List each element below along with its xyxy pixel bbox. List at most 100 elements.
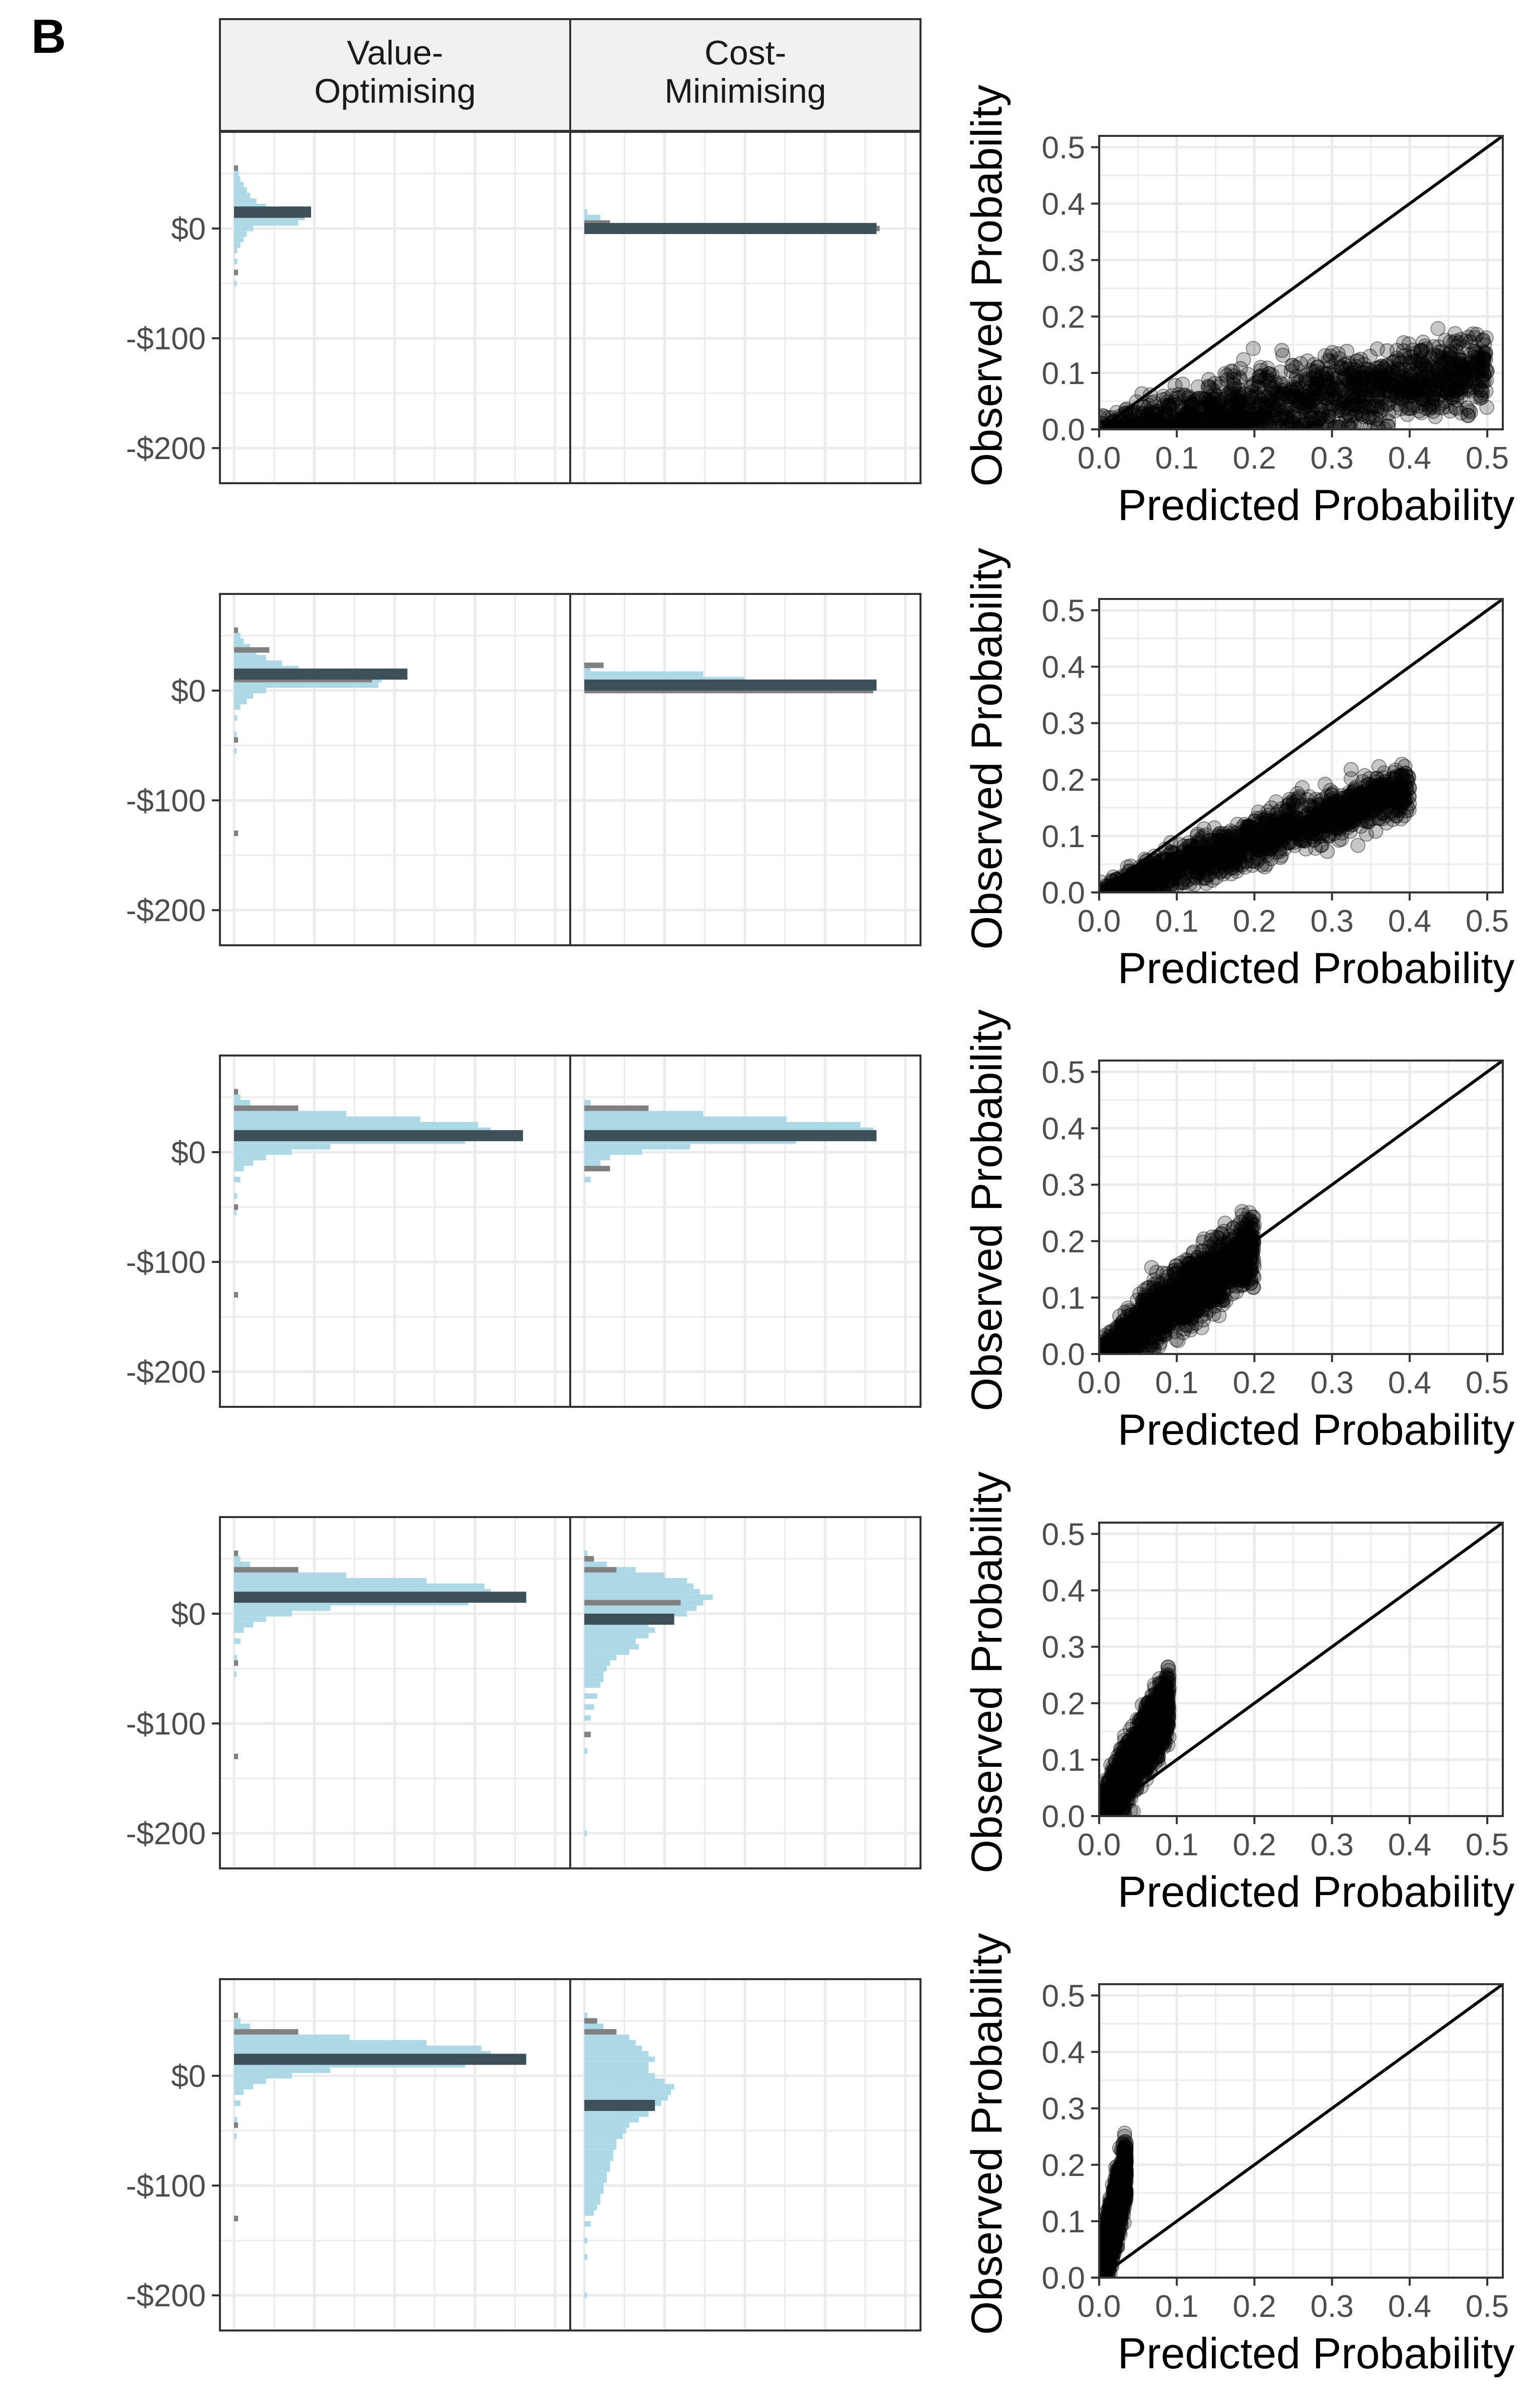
scatter-point [1449,392,1465,408]
scatter-point [1465,326,1481,342]
scatter-point [1120,419,1136,429]
scatter-point [1462,365,1478,381]
scatter-point [1370,365,1386,381]
histogram-grey-bar [234,1660,238,1666]
scatter-point [1342,408,1358,423]
scatter-point [1404,363,1420,379]
scatter-point [1388,403,1403,419]
scatter-point [1297,417,1313,429]
scatter-point [1151,420,1167,429]
scatter-point [1286,792,1301,807]
scatter-point [1424,368,1440,384]
scatter-point [1331,394,1346,409]
scatter-point [1364,364,1379,380]
scatter-point [1202,419,1218,429]
scatter-point [1210,397,1226,413]
scatter-point [1415,334,1431,350]
scatter-point [1209,403,1224,419]
facet-strip-label: Minimising [664,72,826,110]
scatter-point [1158,412,1173,427]
scatter-point [1281,390,1296,405]
scatter-point [1376,390,1392,406]
scatter-point [1426,387,1441,403]
scatter-point [1454,371,1470,387]
scatter-point [1479,364,1495,380]
scatter-point [1442,362,1458,378]
scatter-point [1300,397,1316,413]
histogram-bar [234,220,298,226]
scatter-point [1275,347,1291,363]
scatter-point [1456,339,1472,355]
scatter-point [1451,351,1467,367]
scatter-point [1389,350,1405,366]
histogram-bar [234,1671,237,1677]
scatter-point [1168,411,1183,426]
scatter-point [1289,368,1305,384]
scatter-point [1207,375,1222,391]
scatter-point [1341,355,1357,371]
histogram-bar [584,1748,588,1754]
scatter-point [1398,384,1414,399]
scatter-point [1320,373,1336,389]
x-tick-label: 0.3 [1311,441,1354,476]
scatter-point [1143,418,1159,429]
scatter-point [1442,403,1458,419]
scatter-point [1275,417,1290,429]
scatter-point [1302,388,1318,403]
scatter-point [1235,393,1251,409]
scatter-point [1354,406,1370,422]
scatter-point [1193,413,1208,428]
scatter-point [1476,354,1491,369]
scatter-point [1414,376,1429,392]
x-tick-label: 0.3 [1311,1366,1354,1400]
scatter-point [1347,397,1363,412]
scatter-point [1297,399,1313,414]
scatter-point [1477,346,1492,362]
scatter-point [1375,370,1391,386]
panel-label: B [31,10,66,63]
scatter-point [1113,420,1129,429]
histogram-grey-bar [584,1105,649,1111]
scatter-point [1313,387,1329,402]
scatter-point [1331,346,1346,361]
scatter-point [1467,349,1483,365]
scatter-point [1327,391,1343,406]
scatter-point [1228,417,1243,429]
scatter-point [1465,367,1480,383]
scatter-point [1347,362,1362,378]
scatter-point [1369,393,1385,409]
scatter-point [1365,379,1381,395]
scatter-point [1450,374,1466,390]
scatter-point [1246,378,1261,393]
scatter-point [1240,400,1255,415]
scatter-point [1371,375,1387,391]
scatter-point [1426,379,1441,394]
scatter-point [1349,354,1364,369]
histogram-bar [584,2084,674,2090]
histogram-grey-bar [234,269,238,275]
scatter-point [1198,392,1214,408]
histogram-bar [584,1144,691,1150]
histogram-bar [234,2073,292,2079]
scatter-point [1317,399,1333,415]
histogram-bar [234,1094,241,1100]
scatter-point [1252,368,1268,384]
scatter-point [1283,389,1299,405]
histogram-bar [234,2117,238,2123]
histogram-bar [584,1583,694,1589]
scatter-point [1404,369,1420,385]
scatter-point [1476,373,1492,389]
scatter-point [1473,372,1488,388]
median-bar [584,1130,877,1142]
scatter-point [1361,379,1377,395]
scatter-point [1309,390,1325,405]
scatter-point [1140,416,1156,429]
histogram-bar [234,688,266,694]
scatter-point [1476,349,1491,364]
scatter-point [1345,384,1360,399]
scatter-point [1225,387,1241,402]
facet-strip [569,18,922,132]
scatter-point [1454,358,1470,373]
scatter-point [1346,392,1361,408]
scatter-point [1309,380,1324,395]
